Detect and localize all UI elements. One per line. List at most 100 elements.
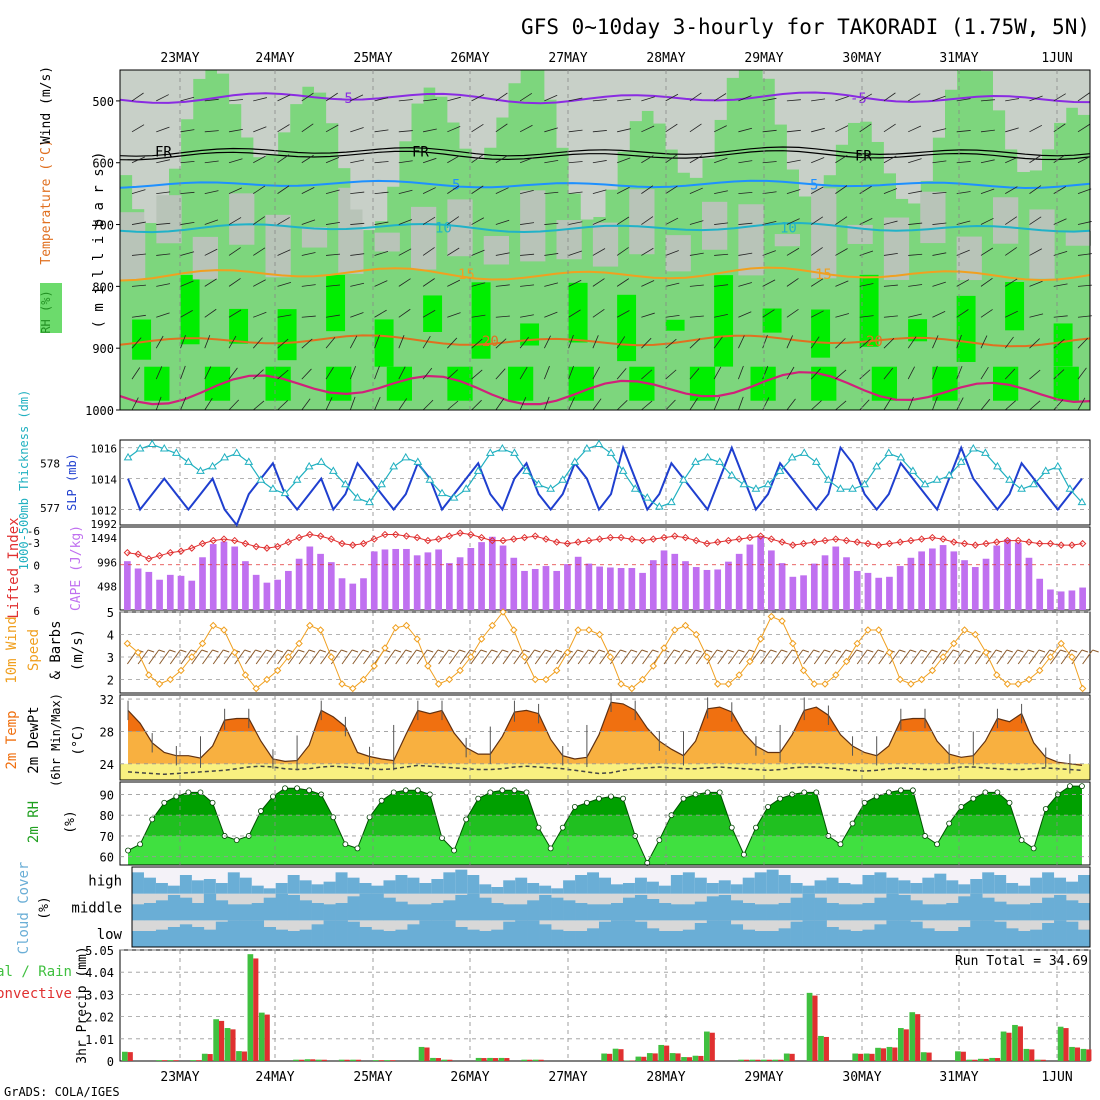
- cape-bar: [1014, 542, 1022, 610]
- cloud-high-bar: [766, 869, 779, 894]
- date-label-bottom: 30MAY: [842, 1070, 881, 1085]
- thickness-point: [365, 497, 374, 506]
- wind-barb: [301, 315, 316, 318]
- precip-convective-bar: [926, 1052, 932, 1061]
- li-point: [982, 539, 990, 548]
- wind-barb: [491, 649, 503, 665]
- wind-barb: [394, 649, 402, 653]
- cloud-level-label: high: [88, 874, 122, 890]
- cloud-low-bar: [575, 931, 588, 947]
- cloud-middle-bar: [527, 900, 540, 921]
- cloud-middle-bar: [347, 896, 360, 921]
- precip-convective-bar: [219, 1020, 225, 1061]
- rh-dry-cell: [192, 236, 218, 280]
- wind-barb: [422, 336, 431, 349]
- precip-convective-bar: [709, 1032, 715, 1061]
- temp-contour-15: [119, 266, 1091, 282]
- cloud-middle-bar: [203, 893, 217, 921]
- precip-total-bar: [258, 1012, 265, 1061]
- wind-barb: [180, 280, 194, 287]
- wind-barb: [545, 649, 557, 665]
- li-point: [971, 541, 980, 549]
- wind-barb: [374, 397, 381, 411]
- wind-barb: [277, 649, 289, 665]
- wind-barb: [738, 127, 753, 133]
- wind-barb: [416, 649, 423, 653]
- wind-barb: [325, 367, 334, 380]
- wind-barb: [980, 159, 995, 164]
- rh-point: [535, 824, 542, 831]
- cloud-low-bar: [922, 928, 935, 947]
- rh-dry-cell: [1065, 70, 1079, 108]
- wind-barb: [953, 649, 965, 665]
- wind-barb: [592, 189, 607, 195]
- wind-barb: [1081, 649, 1089, 653]
- cloud-low-bar: [862, 929, 875, 947]
- wind-barb: [738, 222, 753, 225]
- rh-moist-cell: [811, 309, 831, 358]
- wind-barb: [665, 315, 680, 318]
- precip-convective-bar: [960, 1051, 966, 1061]
- precip-convective-bar: [972, 1059, 978, 1061]
- thickness-point: [485, 448, 495, 456]
- li-point: [1025, 538, 1033, 546]
- precip-total-bar: [669, 1053, 676, 1061]
- precip-total-bar: [316, 1059, 322, 1061]
- li-point: [810, 538, 819, 546]
- cloud-high-bar: [563, 880, 576, 894]
- cloud-middle-bar: [191, 903, 205, 921]
- cloud-middle-bar: [970, 893, 983, 921]
- thickness-point: [968, 443, 978, 452]
- wind-barb: [277, 338, 289, 349]
- cloud-high-bar: [790, 883, 803, 894]
- wind-barb: [616, 247, 629, 256]
- wind-speed-point: [778, 617, 786, 625]
- wind-barb: [592, 366, 600, 380]
- wind-barb: [325, 92, 338, 102]
- li-point: [391, 530, 400, 539]
- pressure-axis-label: ( m i l l i b a r s ): [91, 151, 107, 328]
- cloud-low-bar: [886, 920, 899, 947]
- contour-label: -5: [850, 91, 867, 107]
- precip-convective-bar: [1074, 1047, 1081, 1061]
- thickness-point: [872, 461, 882, 470]
- wind-barb: [277, 124, 290, 133]
- rh-dry-cell: [423, 70, 436, 88]
- cloud-low-bar: [706, 920, 720, 947]
- rh-moist-cell: [180, 275, 200, 345]
- cape-bar: [499, 545, 507, 610]
- cloud-low-bar: [143, 931, 157, 947]
- wind-barb: [1060, 649, 1067, 653]
- freezing-contour-b: [119, 150, 1091, 161]
- li-point: [907, 536, 915, 545]
- cape-bar: [800, 575, 807, 610]
- wind-barb: [689, 187, 703, 195]
- thickness-point: [860, 479, 869, 488]
- precip-total-bar: [441, 1059, 448, 1061]
- rh-dry-cell: [980, 70, 994, 72]
- thickness-point: [751, 484, 761, 492]
- rh-point: [1030, 845, 1037, 852]
- wind-barb: [156, 94, 169, 102]
- wind-barb: [180, 334, 186, 349]
- wind-barb: [544, 335, 551, 349]
- rh-point: [583, 799, 590, 806]
- rh-dry-cell: [508, 70, 521, 84]
- cloud-high-bar: [203, 879, 217, 894]
- precip-tick: 0: [107, 1055, 114, 1069]
- precip-convective-bar: [641, 1056, 647, 1061]
- temp-contour-20: [119, 334, 1091, 348]
- cloud-high-bar: [491, 887, 504, 894]
- rh-dry-cell: [629, 189, 655, 255]
- rh-dry-cell: [411, 70, 424, 104]
- rh-dry-cell: [617, 70, 630, 152]
- wind-barb: [738, 649, 745, 653]
- rh-point: [982, 789, 989, 796]
- rh-dry-cell: [714, 70, 727, 120]
- thickness-point: [594, 439, 604, 447]
- chart-title: GFS 0~10day 3-hourly for TAKORADI (1.75W…: [521, 15, 1090, 39]
- wind-barb: [689, 338, 701, 349]
- cloud-low-bar: [467, 929, 480, 947]
- wind-barb: [738, 282, 752, 287]
